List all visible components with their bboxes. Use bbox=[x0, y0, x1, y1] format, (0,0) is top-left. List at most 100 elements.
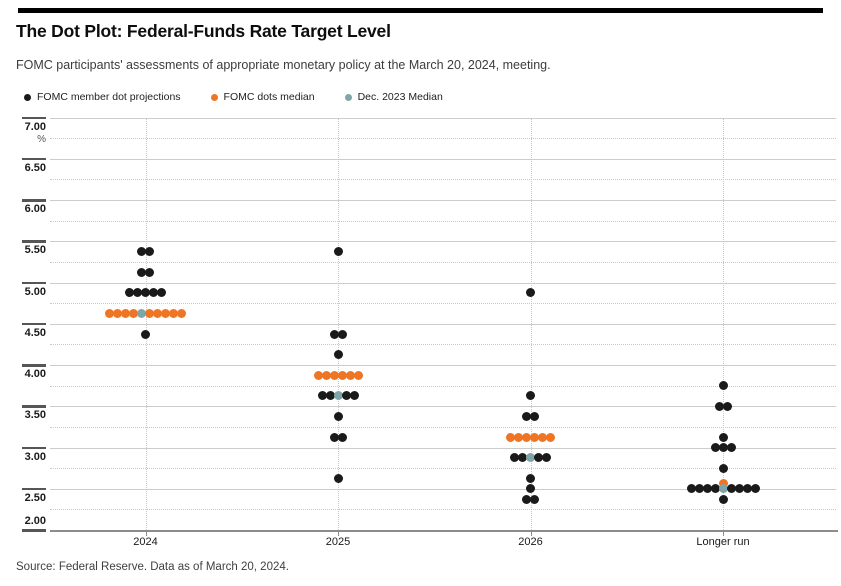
fomc-median-dot bbox=[145, 308, 154, 318]
y-axis-tick-label: 3.00 bbox=[24, 450, 46, 463]
major-gridline bbox=[50, 117, 836, 119]
column-gridline bbox=[530, 117, 532, 530]
member-projection-dot bbox=[702, 484, 712, 494]
fomc-median-dot bbox=[113, 308, 122, 318]
minor-gridline bbox=[50, 138, 836, 140]
minor-gridline bbox=[50, 220, 836, 222]
dec-2023-median-dot bbox=[333, 391, 343, 401]
legend-item-member-dots: FOMC member dot projections bbox=[24, 91, 181, 103]
member-projection-dot bbox=[333, 412, 343, 422]
member-projection-dot bbox=[333, 350, 343, 360]
fomc-median-dot bbox=[514, 432, 523, 442]
member-projection-dot bbox=[329, 329, 339, 339]
member-projection-dot bbox=[718, 381, 728, 391]
member-projection-dot bbox=[333, 473, 343, 483]
x-axis-line bbox=[50, 530, 838, 532]
member-projection-dot bbox=[137, 247, 146, 257]
member-projection-dot bbox=[329, 432, 339, 442]
page-subtitle: FOMC participants' assessments of approp… bbox=[16, 58, 551, 72]
major-gridline bbox=[50, 365, 836, 366]
fomc-median-dot bbox=[153, 308, 162, 318]
member-projection-dot bbox=[125, 288, 134, 298]
column-gridline bbox=[723, 117, 724, 530]
y-axis-tick bbox=[22, 487, 46, 491]
x-axis-label: 2025 bbox=[325, 536, 351, 548]
member-projection-dot bbox=[526, 391, 535, 401]
legend-item-fomc-median: FOMC dots median bbox=[210, 91, 315, 103]
member-projection-dot bbox=[325, 391, 335, 401]
fomc-median-dot bbox=[329, 370, 339, 380]
major-gridline bbox=[50, 488, 836, 490]
x-axis-label: 2026 bbox=[518, 536, 543, 548]
black-dot-icon bbox=[24, 93, 31, 101]
y-axis-tick bbox=[22, 240, 46, 243]
minor-gridline bbox=[50, 509, 836, 511]
y-axis-tick-label: 4.00 bbox=[24, 368, 46, 380]
fomc-median-dot bbox=[105, 308, 114, 318]
y-axis-tick-label: 3.50 bbox=[24, 409, 46, 422]
member-projection-dot bbox=[530, 412, 539, 422]
y-axis-tick bbox=[22, 364, 46, 367]
y-axis-tick-label: 4.50 bbox=[24, 326, 46, 339]
y-axis-tick-label: 5.50 bbox=[24, 244, 46, 257]
source-note: Source: Federal Reserve. Data as of Marc… bbox=[16, 561, 289, 573]
y-axis-tick-label: 7.00 bbox=[24, 120, 46, 133]
member-projection-dot bbox=[718, 432, 728, 442]
x-axis-tick bbox=[723, 530, 724, 536]
major-gridline bbox=[50, 241, 836, 243]
header-rule bbox=[18, 8, 823, 13]
fomc-median-dot bbox=[337, 370, 347, 380]
y-axis-tick bbox=[22, 116, 46, 119]
major-gridline bbox=[50, 200, 836, 201]
fomc-median-dot bbox=[522, 432, 531, 442]
fomc-median-dot bbox=[169, 308, 178, 318]
member-projection-dot bbox=[686, 484, 696, 494]
minor-gridline bbox=[50, 303, 836, 305]
member-projection-dot bbox=[710, 484, 720, 494]
member-projection-dot bbox=[145, 247, 154, 257]
fomc-median-dot bbox=[121, 308, 130, 318]
major-gridline bbox=[50, 406, 836, 408]
major-gridline bbox=[50, 323, 836, 325]
dec-2023-median-dot bbox=[718, 484, 728, 494]
member-projection-dot bbox=[133, 288, 142, 298]
member-projection-dot bbox=[141, 329, 150, 339]
minor-gridline bbox=[50, 179, 836, 181]
x-axis-label: 2024 bbox=[133, 536, 158, 548]
member-projection-dot bbox=[726, 484, 736, 494]
major-gridline bbox=[50, 282, 836, 284]
orange-dot-icon bbox=[210, 93, 218, 101]
member-projection-dot bbox=[750, 484, 760, 494]
member-projection-dot bbox=[337, 432, 347, 442]
member-projection-dot bbox=[510, 453, 519, 463]
member-projection-dot bbox=[349, 391, 359, 401]
member-projection-dot bbox=[742, 484, 752, 494]
y-axis-tick bbox=[22, 405, 46, 408]
member-projection-dot bbox=[718, 494, 728, 504]
y-axis-tick bbox=[22, 446, 46, 449]
member-projection-dot bbox=[726, 443, 736, 452]
legend-label: FOMC dots median bbox=[223, 91, 315, 103]
member-projection-dot bbox=[157, 288, 166, 298]
legend-item-dec-2023-median: Dec. 2023 Median bbox=[344, 91, 443, 103]
fomc-median-dot bbox=[538, 432, 547, 442]
y-axis-tick-label: 5.00 bbox=[24, 285, 46, 298]
member-projection-dot bbox=[526, 288, 535, 298]
fomc-median-dot bbox=[506, 432, 515, 442]
x-axis-label: Longer run bbox=[696, 536, 750, 548]
y-axis-tick-label: 6.00 bbox=[24, 203, 46, 215]
x-axis-tick bbox=[145, 530, 147, 536]
dec-2023-median-dot bbox=[526, 453, 535, 463]
column-gridline bbox=[338, 117, 339, 530]
member-projection-dot bbox=[145, 267, 154, 277]
fomc-median-dot bbox=[718, 479, 728, 489]
major-gridline bbox=[50, 447, 836, 449]
legend-label: FOMC member dot projections bbox=[37, 91, 181, 103]
y-axis-tick-label: 2.50 bbox=[24, 491, 46, 504]
minor-gridline bbox=[50, 344, 836, 346]
member-projection-dot bbox=[526, 473, 535, 483]
x-axis-tick bbox=[530, 530, 532, 536]
y-axis-tick bbox=[22, 157, 46, 161]
